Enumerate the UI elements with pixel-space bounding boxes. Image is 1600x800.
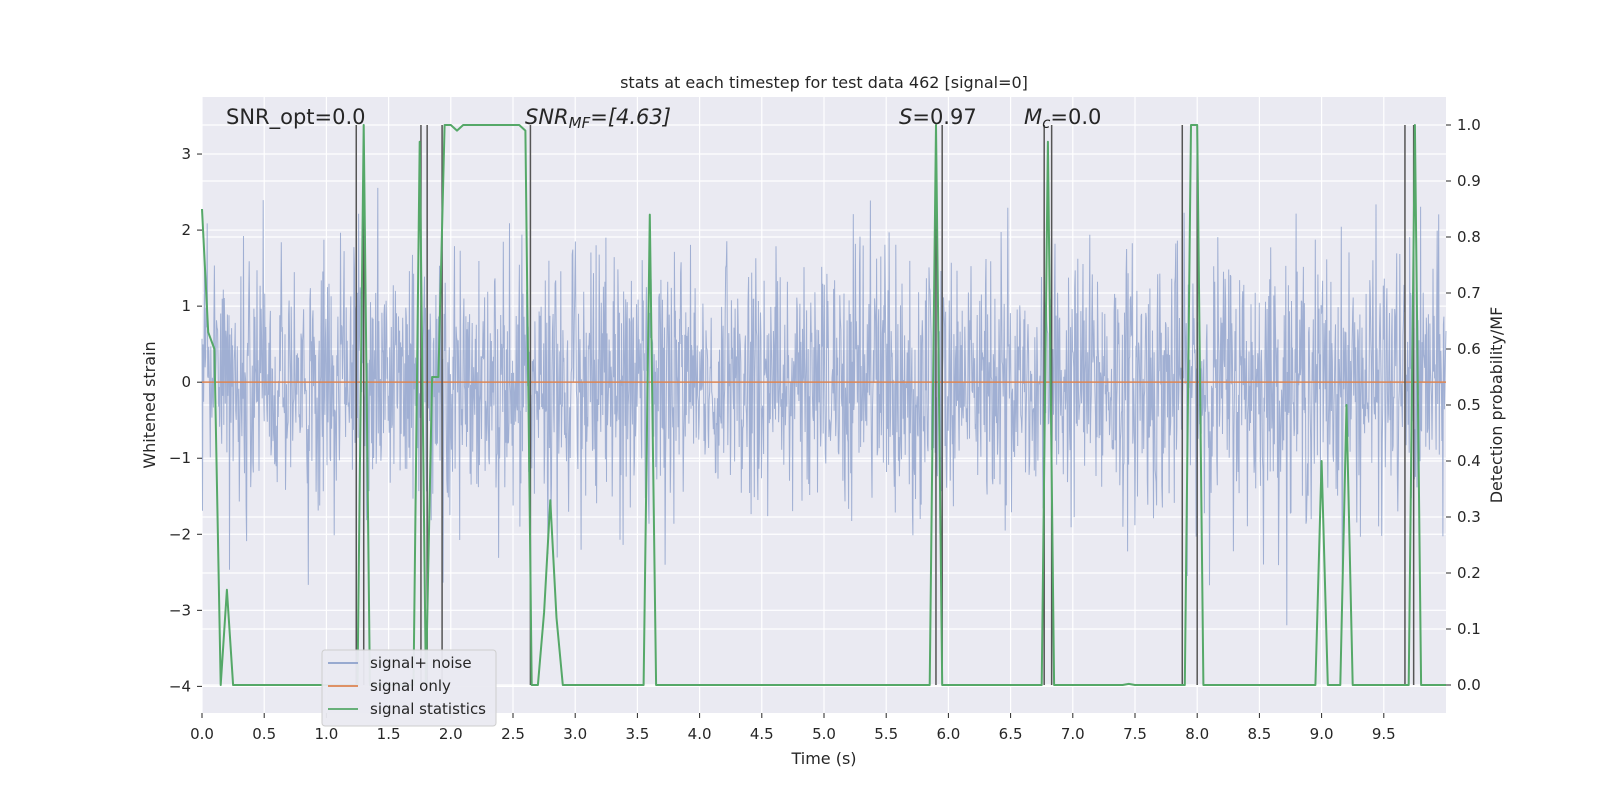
- annotation-s-value: =0.97: [912, 105, 976, 129]
- x-tick-label: 3.5: [625, 725, 649, 743]
- annotation-snr-opt: SNR_opt=0.0: [226, 105, 366, 130]
- signal-statistics-series: [201, 124, 1446, 686]
- x-tick-label: 2.0: [439, 725, 463, 743]
- chart-title: stats at each timestep for test data 462…: [620, 73, 1028, 92]
- right-y-tick-label: 0.3: [1457, 508, 1481, 526]
- left-y-tick-label: −1: [169, 449, 191, 467]
- legend-label-signal-only: signal only: [370, 677, 451, 695]
- x-axis-label: Time (s): [790, 749, 856, 768]
- right-y-tick-label: 0.0: [1457, 676, 1481, 694]
- annotation-snr-mf-var: SNR: [525, 105, 569, 129]
- annotation-snr-mf: SNRMF=[4.63]: [525, 105, 671, 132]
- trigger-lines: [355, 125, 1415, 685]
- x-tick-label: 8.5: [1247, 725, 1271, 743]
- left-y-tick-label: 2: [181, 221, 191, 239]
- right-y-tick-label: 0.4: [1457, 452, 1481, 470]
- x-tick-label: 3.0: [563, 725, 587, 743]
- x-tick-label: 7.0: [1061, 725, 1085, 743]
- x-axis-ticks: 0.0 0.5 1.0 1.5 2.0 2.5 3.0 3.5 4.0 4.5 5.0 5.5 6.0 6…: [190, 713, 1396, 743]
- annotation-mc-var: M: [1024, 105, 1042, 129]
- x-tick-label: 4.5: [750, 725, 774, 743]
- signal-noise-series: [201, 187, 1447, 626]
- legend: signal+ noise signal only signal statist…: [321, 649, 497, 727]
- right-y-axis-ticks: 1.0 0.9 0.8 0.7 0.6 0.5 0.4 0.3 0.2 0.1 0.0: [1446, 116, 1481, 694]
- annotation-mc-value: =0.0: [1050, 105, 1101, 129]
- x-tick-label: 6.5: [999, 725, 1023, 743]
- signal-noise-line: [201, 187, 1447, 626]
- x-tick-label: 5.5: [874, 725, 898, 743]
- right-y-tick-label: 0.6: [1457, 340, 1481, 358]
- x-tick-label: 1.5: [377, 725, 401, 743]
- x-tick-label: 9.0: [1310, 725, 1334, 743]
- right-y-tick-label: 0.7: [1457, 284, 1481, 302]
- x-tick-label: 8.0: [1185, 725, 1209, 743]
- legend-label-signal-noise: signal+ noise: [370, 654, 472, 672]
- right-y-tick-label: 0.1: [1457, 620, 1481, 638]
- x-tick-label: 7.5: [1123, 725, 1147, 743]
- signal-statistics-line: [201, 124, 1446, 686]
- x-tick-label: 6.0: [936, 725, 960, 743]
- right-y-tick-label: 0.8: [1457, 228, 1481, 246]
- left-y-tick-label: 1: [181, 297, 191, 315]
- right-y-tick-label: 0.5: [1457, 396, 1481, 414]
- left-y-axis-label: Whitened strain: [140, 341, 159, 468]
- right-y-tick-label: 1.0: [1457, 116, 1481, 134]
- annotation-snr-mf-sub: MF: [569, 114, 591, 132]
- annotation-s-var: S: [899, 105, 912, 129]
- x-tick-label: 9.5: [1372, 725, 1396, 743]
- legend-label-signal-statistics: signal statistics: [370, 700, 486, 718]
- x-tick-label: 2.5: [501, 725, 525, 743]
- left-y-tick-label: 3: [181, 145, 191, 163]
- x-tick-label: 0.5: [252, 725, 276, 743]
- x-tick-label: 1.0: [314, 725, 338, 743]
- right-y-axis-label: Detection probability/MF: [1487, 307, 1506, 504]
- x-tick-label: 0.0: [190, 725, 214, 743]
- legend-box: [321, 649, 497, 727]
- x-tick-label: 5.0: [812, 725, 836, 743]
- annotation-s: S=0.97: [899, 105, 977, 129]
- right-y-tick-label: 0.9: [1457, 172, 1481, 190]
- left-y-tick-label: 0: [181, 373, 191, 391]
- left-y-axis-ticks: 3 2 1 0 −1 −2 −3 −4: [169, 145, 202, 695]
- annotation-snr-mf-value: =[4.63]: [590, 105, 671, 129]
- left-y-tick-label: −3: [169, 601, 191, 619]
- x-tick-label: 4.0: [688, 725, 712, 743]
- annotation-mc-sub: c: [1042, 114, 1051, 132]
- right-y-tick-label: 0.2: [1457, 564, 1481, 582]
- left-y-tick-label: −2: [169, 525, 191, 543]
- annotation-mc: Mc=0.0: [1024, 105, 1101, 132]
- left-y-tick-label: −4: [169, 677, 191, 695]
